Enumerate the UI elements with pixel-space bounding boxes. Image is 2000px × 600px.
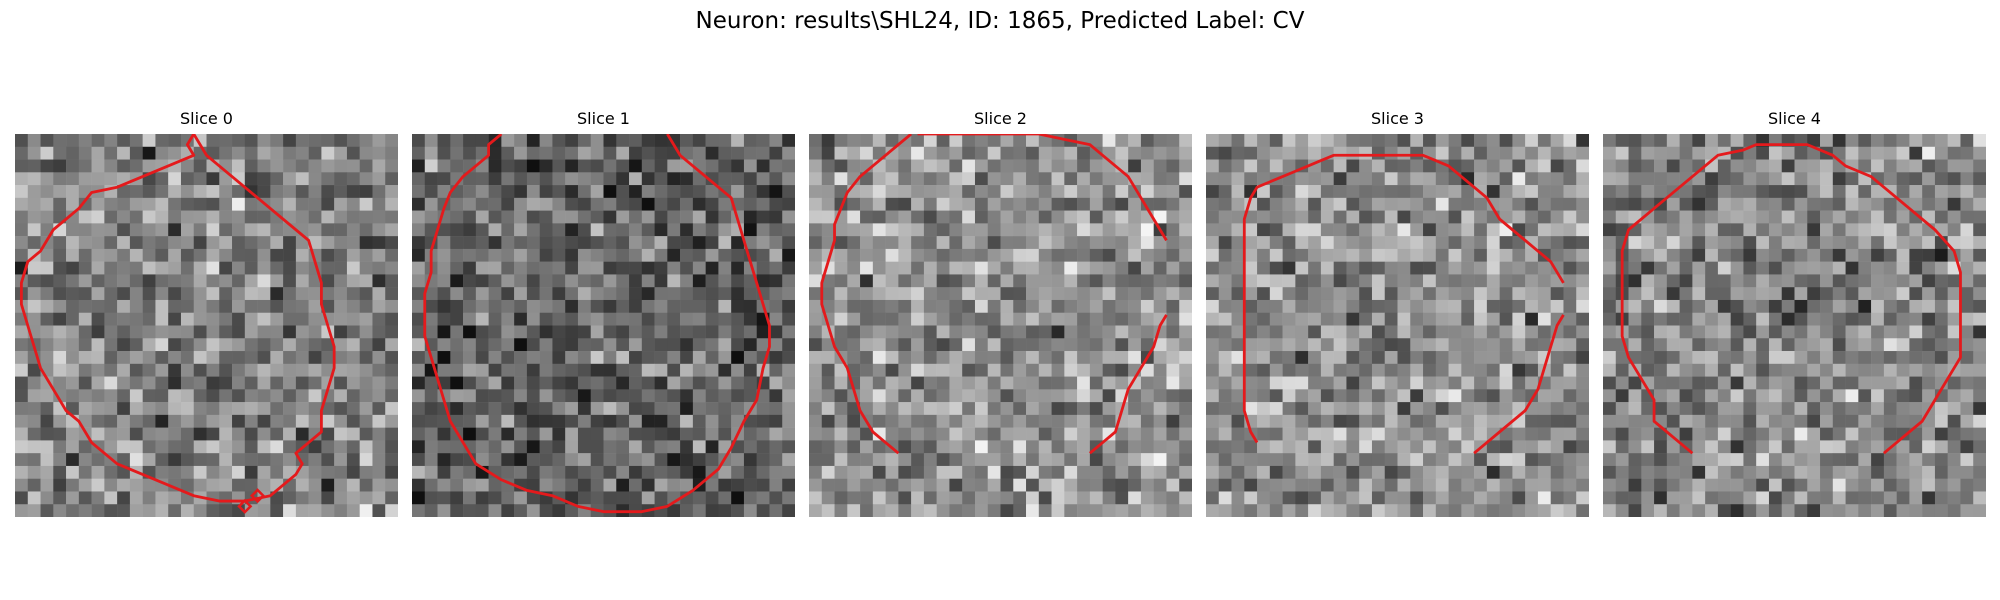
slice-title-4: Slice 4 bbox=[1768, 109, 1821, 128]
slice-title-1: Slice 1 bbox=[577, 109, 630, 128]
contour-marker bbox=[250, 488, 266, 504]
slice-panel-3: Slice 3 bbox=[1206, 108, 1589, 517]
contour-line bbox=[1473, 314, 1565, 455]
slice-panel-2: Slice 2 bbox=[809, 108, 1192, 517]
contour-line bbox=[820, 134, 913, 455]
slice-panel-4: Slice 4 bbox=[1603, 108, 1986, 517]
slice-title-2: Slice 2 bbox=[974, 109, 1027, 128]
slice-image-4 bbox=[1603, 134, 1986, 517]
slice-panel-0: Slice 0 bbox=[15, 108, 398, 517]
contour-line bbox=[19, 134, 336, 503]
figure-title: Neuron: results\SHL24, ID: 1865, Predict… bbox=[695, 8, 1305, 34]
slice-image-2 bbox=[809, 134, 1192, 517]
contour-marker bbox=[237, 498, 253, 514]
slice-title-3: Slice 3 bbox=[1371, 109, 1424, 128]
slice-panel-1: Slice 1 bbox=[412, 108, 795, 517]
slice-title-0: Slice 0 bbox=[180, 109, 233, 128]
slice-image-3 bbox=[1206, 134, 1589, 517]
slice-image-1 bbox=[412, 134, 795, 517]
contour-line bbox=[917, 134, 1168, 242]
slice-image-0 bbox=[15, 134, 398, 517]
contour-line bbox=[1088, 314, 1168, 455]
contour-line bbox=[1620, 143, 1962, 455]
contour-line bbox=[423, 134, 771, 514]
contour-line bbox=[1242, 153, 1565, 444]
